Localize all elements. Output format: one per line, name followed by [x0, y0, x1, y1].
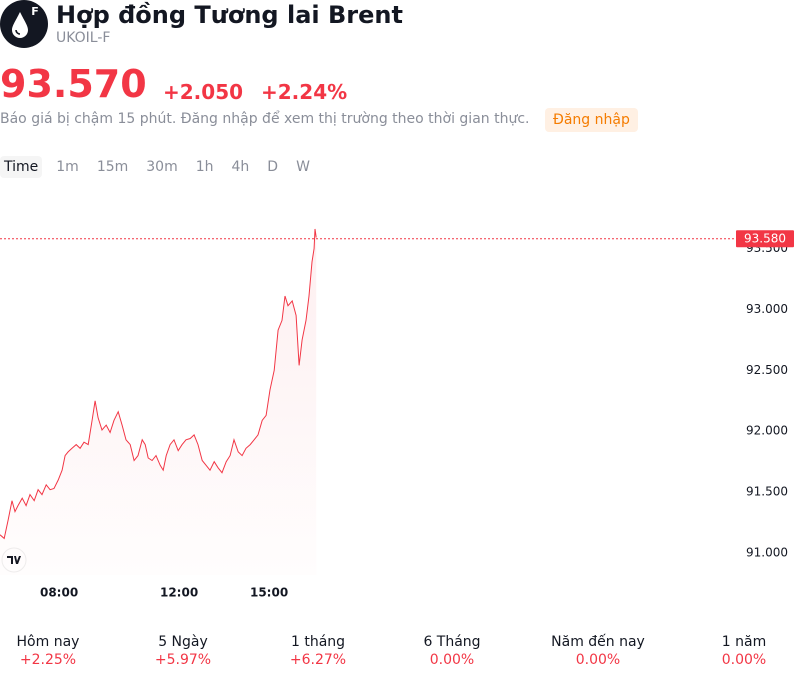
period-change: +6.27% [289, 652, 347, 668]
price-line [0, 228, 317, 540]
period-change: +5.97% [154, 652, 212, 668]
y-tick-label: 91.500 [746, 485, 788, 499]
period-change: 0.00% [429, 652, 475, 668]
period-change: 0.00% [721, 652, 767, 668]
period-item[interactable]: 1 năm 0.00% [674, 634, 800, 668]
y-tick-label: 93.000 [746, 302, 788, 316]
period-label: 1 năm [721, 634, 767, 650]
interval-button[interactable]: D [267, 159, 279, 175]
x-tick-label: 12:00 [160, 586, 198, 600]
period-label: Hôm nay [16, 634, 80, 650]
logo-letter: F [31, 5, 39, 18]
price-area [0, 229, 317, 575]
period-label: Năm đến nay [551, 634, 645, 650]
y-tick-label: 92.500 [746, 363, 788, 377]
price: 93.570 [0, 62, 147, 106]
period-item[interactable]: Năm đến nay 0.00% [528, 634, 668, 668]
y-tick-label: 91.000 [746, 546, 788, 560]
last-price-badge [736, 230, 794, 248]
interval-button[interactable]: 1h [195, 159, 214, 175]
interval-button[interactable]: 30m [146, 159, 178, 175]
period-label: 5 Ngày [158, 634, 208, 650]
title: Hợp đồng Tương lai Brent [56, 1, 403, 29]
period-item[interactable]: 6 Tháng 0.00% [382, 634, 522, 668]
interval-button[interactable]: 1m [56, 159, 79, 175]
login-button[interactable]: Đăng nhập [545, 108, 638, 132]
period-item[interactable]: 1 tháng +6.27% [248, 634, 388, 668]
drop-icon [12, 12, 28, 38]
logo [0, 0, 48, 48]
period-change: +2.25% [19, 652, 77, 668]
y-tick-label: 93.500 [746, 241, 788, 255]
change: +2.050 [163, 80, 244, 104]
tv-logo [1, 547, 27, 573]
interval-button[interactable]: 15m [96, 159, 129, 175]
period-label: 1 tháng [290, 634, 346, 650]
symbol: UKOIL-F [56, 30, 111, 46]
period-item[interactable]: Hôm nay +2.25% [0, 634, 118, 668]
interval-bar: Time 1m 15m 30m 1h 4h D W [0, 156, 324, 178]
period-label: 6 Tháng [423, 634, 481, 650]
last-price-label: 93.580 [744, 232, 786, 246]
period-item[interactable]: 5 Ngày +5.97% [113, 634, 253, 668]
y-tick-label: 92.000 [746, 424, 788, 438]
interval-button[interactable]: W [296, 159, 310, 175]
change-percent: +2.24% [261, 80, 348, 104]
delay-notice: Báo giá bị chậm 15 phút. Đăng nhập để xe… [0, 111, 530, 127]
period-change: 0.00% [575, 652, 621, 668]
x-tick-label: 15:00 [250, 586, 288, 600]
interval-button[interactable]: Time [0, 156, 43, 178]
interval-button[interactable]: 4h [231, 159, 250, 175]
x-tick-label: 08:00 [40, 586, 78, 600]
